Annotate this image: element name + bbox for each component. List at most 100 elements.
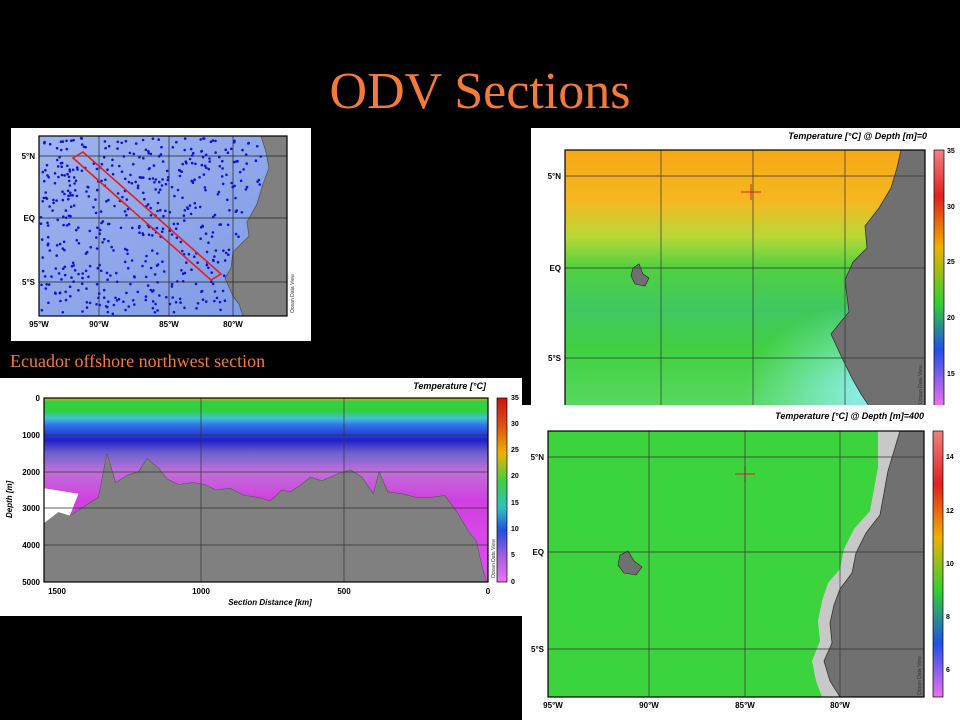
station-point <box>199 237 202 240</box>
y-tick-label: 2000 <box>22 468 40 477</box>
station-point <box>60 165 63 168</box>
station-point <box>123 210 127 213</box>
station-point <box>207 241 210 244</box>
station-point <box>228 209 231 212</box>
station-point <box>205 263 209 267</box>
station-point <box>219 308 222 312</box>
station-point <box>60 173 64 177</box>
station-point <box>240 211 244 214</box>
station-point <box>151 137 155 140</box>
station-point <box>218 300 222 304</box>
station-point <box>152 289 155 292</box>
station-point <box>113 204 116 208</box>
section-profile: Temperature [°C] 0 1000 2000 3000 4000 5… <box>5 381 519 607</box>
station-point <box>64 298 68 302</box>
station-point <box>48 142 52 146</box>
station-point <box>71 194 74 197</box>
station-point <box>94 198 97 201</box>
station-point <box>157 138 160 141</box>
station-point <box>258 183 261 186</box>
colorbar-tick: 14 <box>946 454 954 461</box>
station-point <box>120 141 123 145</box>
colorbar-tick: 5 <box>511 552 515 559</box>
station-point <box>147 233 151 236</box>
station-point <box>46 235 50 239</box>
station-point <box>144 295 148 298</box>
station-point <box>189 147 193 151</box>
station-point <box>202 137 205 140</box>
station-point <box>68 170 72 173</box>
watermark: Ocean Data View <box>491 539 497 578</box>
station-point <box>69 294 72 298</box>
station-point <box>52 201 55 205</box>
x-tick-label: 90°W <box>89 320 109 329</box>
station-point <box>75 194 79 198</box>
y-tick-label: EQ <box>549 264 561 273</box>
station-point <box>106 300 110 303</box>
station-point <box>158 294 161 297</box>
station-point <box>223 299 227 302</box>
station-point <box>126 266 130 270</box>
station-point <box>183 306 186 310</box>
station-point <box>57 272 61 275</box>
station-point <box>101 241 104 244</box>
station-point <box>183 219 186 222</box>
station-point <box>46 224 50 227</box>
station-point <box>215 296 219 300</box>
station-point <box>144 148 148 152</box>
station-point <box>131 299 135 302</box>
chart-title: Temperature [°C] @ Depth [m]=0 <box>788 131 927 141</box>
station-point <box>224 251 228 255</box>
surface-map: Temperature [°C] @ Depth [m]=0 5°N EQ 5°… <box>548 131 955 407</box>
station-point <box>118 164 121 168</box>
station-point <box>234 232 238 236</box>
station-point <box>164 182 168 186</box>
station-point <box>170 282 174 286</box>
station-point <box>214 139 217 143</box>
station-point <box>183 209 187 212</box>
station-point <box>200 149 204 153</box>
station-point <box>88 264 92 268</box>
depth400-map-panel: Temperature [°C] @ Depth [m]=400 5°N EQ … <box>522 405 960 720</box>
station-point <box>123 260 127 264</box>
station-point <box>130 181 134 185</box>
x-tick-label: 80°W <box>223 320 243 329</box>
station-point <box>64 290 67 294</box>
station-point <box>158 180 161 184</box>
station-point <box>216 260 220 264</box>
station-point <box>127 305 130 308</box>
station-point <box>149 214 153 217</box>
station-point <box>185 261 188 264</box>
station-point <box>100 179 103 183</box>
station-point <box>158 188 162 191</box>
y-tick-label: EQ <box>532 548 544 557</box>
station-point <box>41 269 45 273</box>
station-point <box>59 162 63 165</box>
station-point <box>68 168 71 171</box>
colorbar-tick: 8 <box>946 614 950 621</box>
station-point <box>153 311 157 314</box>
station-point <box>61 190 64 193</box>
colorbar-ticks: 35 30 25 20 15 <box>947 148 955 378</box>
station-point <box>69 205 73 208</box>
station-point <box>84 269 88 273</box>
station-point <box>211 282 215 286</box>
station-point <box>131 226 134 230</box>
station-point <box>156 252 159 255</box>
station-point <box>226 223 230 227</box>
station-point <box>210 271 213 274</box>
station-point <box>181 162 184 166</box>
station-point <box>153 273 157 276</box>
x-tick-label: 1000 <box>192 587 210 596</box>
station-point <box>255 145 259 148</box>
station-point <box>151 177 155 180</box>
galapagos-islands <box>617 550 643 576</box>
colorbar-tick: 15 <box>511 500 519 507</box>
station-point <box>96 266 100 270</box>
station-point <box>42 196 46 200</box>
station-point <box>99 269 103 273</box>
station-point <box>117 297 121 301</box>
station-point <box>164 209 167 213</box>
station-point <box>221 289 225 293</box>
station-point <box>47 301 50 305</box>
